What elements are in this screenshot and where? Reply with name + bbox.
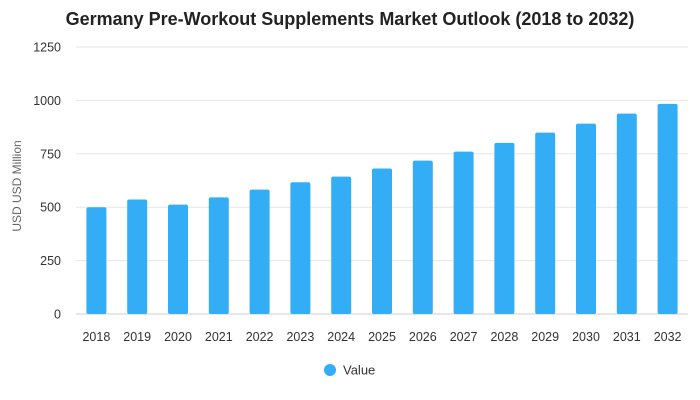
x-tick-label: 2026 <box>409 330 437 344</box>
x-tick-label: 2025 <box>368 330 396 344</box>
x-tick-label: 2029 <box>531 330 559 344</box>
x-tick-label: 2022 <box>246 330 274 344</box>
legend-label: Value <box>343 363 375 378</box>
x-tick-label: 2024 <box>327 330 355 344</box>
bar-2023[interactable] <box>290 182 311 314</box>
y-axis-ticks: 0 250 500 750 1000 1250 <box>33 41 61 322</box>
x-tick-label: 2021 <box>205 330 233 344</box>
bar-2029[interactable] <box>535 132 556 314</box>
bar-2021[interactable] <box>208 197 229 314</box>
y-tick-label: 1000 <box>33 94 61 108</box>
x-axis-ticks: 2018 2019 2020 2021 2022 2023 2024 2025 2026 2027… <box>82 330 681 344</box>
bar-2018[interactable] <box>86 207 107 314</box>
bar-2026[interactable] <box>412 160 433 314</box>
bar-2022[interactable] <box>249 189 270 314</box>
bar-2024[interactable] <box>331 176 352 314</box>
legend[interactable]: Value <box>324 363 375 378</box>
chart-title: Germany Pre-Workout Supplements Market O… <box>65 9 635 29</box>
y-tick-label: 1250 <box>33 41 61 55</box>
x-tick-label: 2027 <box>450 330 478 344</box>
bar-2028[interactable] <box>494 142 515 314</box>
bar-2027[interactable] <box>453 151 474 314</box>
x-tick-label: 2020 <box>164 330 192 344</box>
x-tick-label: 2028 <box>490 330 518 344</box>
x-tick-label: 2030 <box>572 330 600 344</box>
x-tick-label: 2032 <box>654 330 682 344</box>
bar-2031[interactable] <box>616 113 637 314</box>
bar-2030[interactable] <box>576 123 596 314</box>
y-tick-label: 0 <box>54 308 61 322</box>
bar-2019[interactable] <box>127 199 148 314</box>
bars <box>86 103 678 314</box>
x-tick-label: 2031 <box>613 330 641 344</box>
x-tick-label: 2018 <box>82 330 110 344</box>
x-tick-label: 2023 <box>286 330 314 344</box>
y-tick-label: 750 <box>40 147 61 161</box>
y-axis-title: USD USD Million <box>10 140 24 231</box>
x-tick-label: 2019 <box>123 330 151 344</box>
bar-2032[interactable] <box>657 103 678 314</box>
y-tick-label: 500 <box>40 201 61 215</box>
bar-2020[interactable] <box>168 204 188 314</box>
bar-2025[interactable] <box>372 168 392 314</box>
y-tick-label: 250 <box>40 254 61 268</box>
legend-swatch <box>324 364 336 376</box>
